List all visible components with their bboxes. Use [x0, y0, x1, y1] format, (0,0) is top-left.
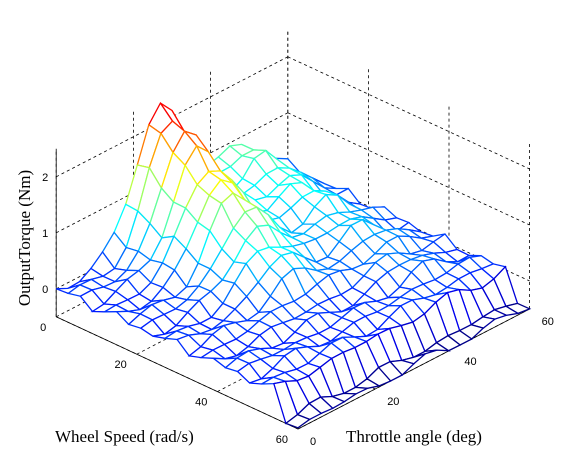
- x-tick-label: 0: [40, 322, 46, 334]
- surface-mesh: [55, 101, 532, 429]
- z-axis-label: OutputTorque (Nm): [15, 170, 34, 306]
- x-axis-line: [56, 316, 299, 430]
- x-axis-label: Wheel Speed (rad/s): [55, 427, 194, 446]
- wall-grid-line: [56, 112, 288, 234]
- tick-labels: 0 20 40 60 0 20 40 60 0 1 2: [40, 172, 554, 448]
- x-tick-label: 20: [115, 359, 127, 371]
- y-axis-line: [297, 308, 530, 430]
- y-tick-label: 60: [542, 316, 554, 328]
- z-tick-label: 0: [42, 284, 48, 296]
- x-tick-label: 60: [276, 434, 288, 446]
- z-tick-label: 1: [42, 228, 48, 240]
- y-tick-label: 0: [310, 436, 316, 448]
- wall-grid-line: [287, 112, 530, 226]
- z-tick-label: 2: [42, 172, 48, 184]
- y-axis-label: Throttle angle (deg): [346, 427, 482, 446]
- y-tick-label: 20: [387, 396, 399, 408]
- y-tick-label: 40: [464, 356, 476, 368]
- wall-grid-line: [56, 56, 288, 178]
- x-tick-label: 40: [195, 397, 207, 409]
- wall-grid-line: [287, 56, 530, 170]
- surface-patch: [284, 413, 311, 429]
